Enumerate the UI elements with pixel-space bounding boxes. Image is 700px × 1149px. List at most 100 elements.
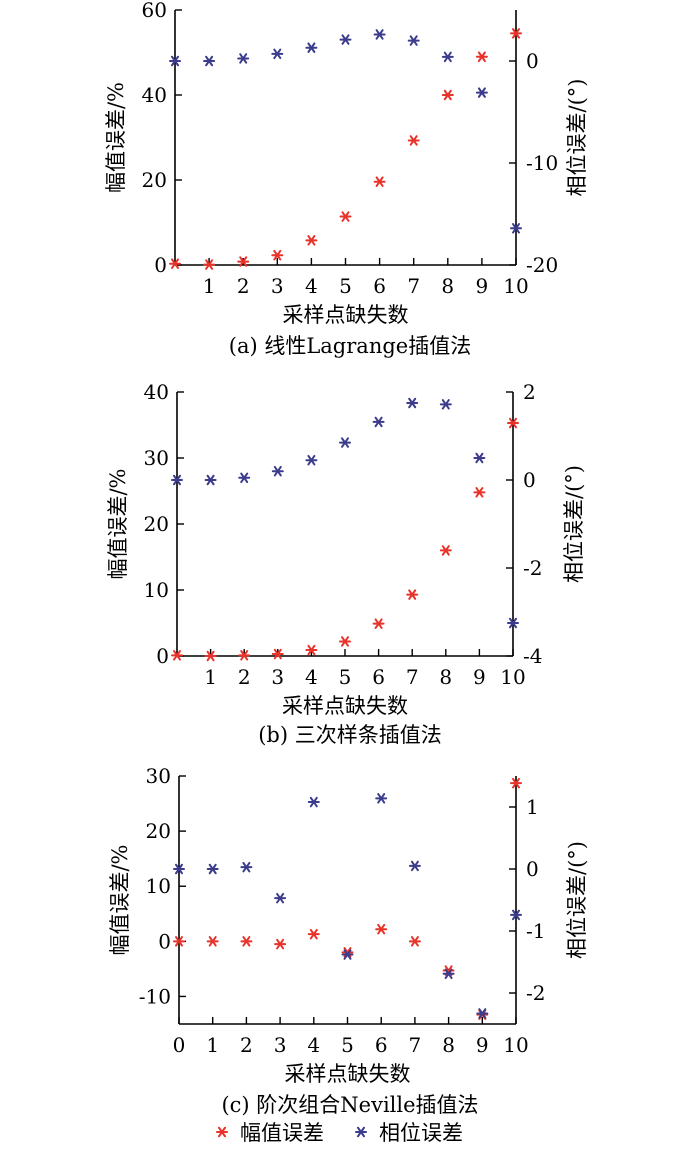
x-tick-label: 8 xyxy=(439,665,452,689)
amplitude-error-point xyxy=(171,650,183,661)
legend-marker xyxy=(216,1126,228,1138)
x-tick-label: 1 xyxy=(206,1033,219,1057)
amplitude-error-point xyxy=(339,636,351,647)
x-tick-label: 5 xyxy=(339,274,352,298)
amplitude-error-point xyxy=(406,589,419,600)
amplitude-error-point xyxy=(307,928,320,940)
x-tick-label: 10 xyxy=(500,665,525,689)
phase-error-point xyxy=(442,968,455,980)
amplitude-error-point xyxy=(373,176,386,187)
amplitude-error-point xyxy=(439,545,452,556)
x-tick-label: 3 xyxy=(271,665,284,689)
y2-tick-label: -1 xyxy=(526,919,545,943)
x-tick-label: 2 xyxy=(237,274,250,298)
amplitude-error-point xyxy=(274,938,287,950)
x-tick-label: 6 xyxy=(375,1033,388,1057)
x-tick-label: 7 xyxy=(406,665,419,689)
y2-tick-label: -4 xyxy=(523,644,542,668)
legend-label: 相位误差 xyxy=(379,1121,463,1145)
amplitude-error-point xyxy=(441,89,454,101)
amplitude-error-point xyxy=(238,650,251,661)
phase-error-point xyxy=(510,909,522,921)
phase-error-point xyxy=(307,796,320,808)
x-tick-label: 5 xyxy=(339,665,352,689)
chart-caption: (b) 三次样条插值法 xyxy=(258,723,442,747)
x-tick-label: 10 xyxy=(503,1033,528,1057)
phase-error-point xyxy=(203,55,216,67)
amplitude-error-point xyxy=(203,259,216,270)
amplitude-error-point xyxy=(271,648,284,660)
x-tick-label: 0 xyxy=(173,1033,186,1057)
phase-error-point xyxy=(271,465,284,477)
y2-tick-label: 0 xyxy=(526,49,539,73)
x-tick-label: 9 xyxy=(473,665,486,689)
amplitude-error-point xyxy=(271,249,284,261)
y2-tick-label: -2 xyxy=(526,981,545,1005)
phase-error-point xyxy=(339,34,352,45)
x-tick-label: 2 xyxy=(238,665,251,689)
y-tick-label: 20 xyxy=(146,819,171,843)
phase-error-point xyxy=(271,48,284,60)
y-tick-label: 0 xyxy=(158,929,171,953)
y-tick-label: 0 xyxy=(156,644,169,668)
phase-error-point xyxy=(204,474,217,486)
chart-panel-c: 0 1 2 3 4 5 6 7 8 9 10-100102030-2-101采样点缺失数幅值误差/%… xyxy=(108,764,589,1117)
phase-error-point xyxy=(408,860,421,872)
y-axis-label: 幅值误差/% xyxy=(104,82,128,193)
phase-error-point xyxy=(475,87,488,98)
amplitude-error-point xyxy=(204,650,217,662)
amplitude-error-point xyxy=(408,936,421,947)
phase-error-point xyxy=(373,29,386,40)
x-tick-label: 4 xyxy=(307,1033,320,1057)
y2-tick-label: 0 xyxy=(523,468,536,492)
x-tick-label: 10 xyxy=(503,274,528,298)
phase-error-point xyxy=(173,863,185,875)
amplitude-error-point xyxy=(206,936,219,947)
y-tick-label: 60 xyxy=(142,0,167,22)
y-tick-label: 10 xyxy=(144,578,169,602)
x-tick-label: 3 xyxy=(271,274,284,298)
y2-tick-label: 2 xyxy=(523,380,536,404)
phase-error-point xyxy=(305,454,318,466)
x-tick-label: 8 xyxy=(442,1033,455,1057)
amplitude-error-point xyxy=(510,28,522,39)
phase-error-point xyxy=(238,472,251,484)
amplitude-error-point xyxy=(240,936,253,947)
amplitude-error-point xyxy=(173,936,185,947)
y-axis-label: 幅值误差/% xyxy=(108,844,132,955)
amplitude-error-point xyxy=(339,211,352,222)
x-tick-label: 3 xyxy=(274,1033,287,1057)
chart-caption: (c) 阶次组合Neville插值法 xyxy=(221,1093,478,1117)
y-tick-label: 20 xyxy=(144,512,169,536)
y-tick-label: -10 xyxy=(139,984,171,1008)
phase-error-point xyxy=(171,474,183,486)
x-tick-label: 9 xyxy=(476,1033,489,1057)
phase-error-point xyxy=(240,861,253,873)
phase-error-point xyxy=(439,399,452,410)
x-tick-label: 9 xyxy=(476,274,489,298)
amplitude-error-point xyxy=(169,258,181,269)
y-tick-label: 10 xyxy=(146,874,171,898)
y-tick-label: 0 xyxy=(154,253,167,277)
chart-caption: (a) 线性Lagrange插值法 xyxy=(229,334,471,358)
x-tick-label: 1 xyxy=(203,274,216,298)
amplitude-error-point xyxy=(510,777,522,789)
amplitude-error-point xyxy=(237,256,250,267)
phase-error-point xyxy=(407,35,420,46)
x-axis-label: 采样点缺失数 xyxy=(285,1062,411,1086)
x-tick-label: 4 xyxy=(305,274,318,298)
x-tick-label: 7 xyxy=(407,274,420,298)
x-tick-label: 5 xyxy=(341,1033,354,1057)
phase-error-point xyxy=(510,223,522,234)
phase-error-point xyxy=(169,55,181,67)
amplitude-error-point xyxy=(305,235,318,246)
y2-axis-label: 相位误差/(°) xyxy=(565,79,589,197)
phase-error-point xyxy=(339,437,351,448)
phase-error-point xyxy=(237,53,250,64)
y-tick-label: 40 xyxy=(144,380,169,404)
legend-marker xyxy=(355,1126,367,1138)
x-tick-label: 6 xyxy=(372,665,385,689)
legend: 幅值误差 相位误差 xyxy=(216,1121,463,1145)
